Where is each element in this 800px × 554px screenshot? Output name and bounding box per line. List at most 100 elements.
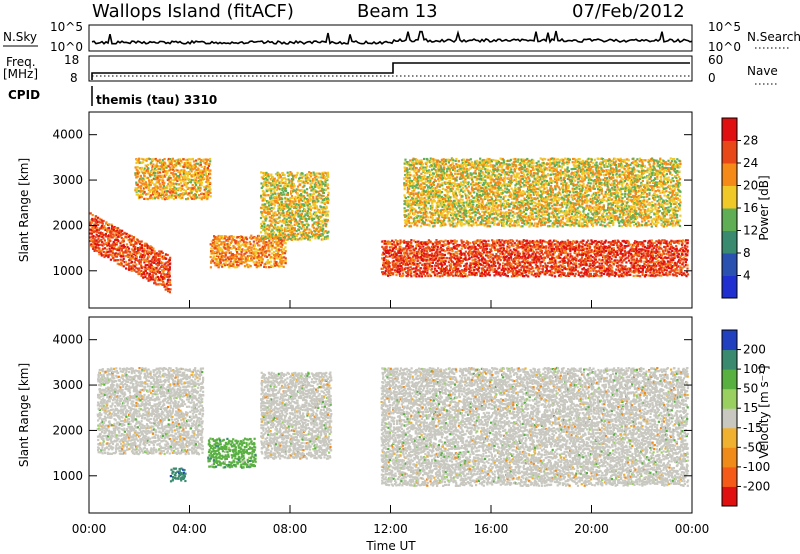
heatmap-cell [114, 230, 117, 233]
heatmap-cell [324, 181, 327, 184]
heatmap-cell [417, 248, 421, 251]
heatmap-cell [267, 174, 270, 177]
heatmap-cell [305, 179, 308, 182]
heatmap-cell [265, 266, 268, 269]
heatmap-cell [193, 171, 197, 174]
heatmap-cell [164, 171, 167, 174]
heatmap-cell [556, 271, 559, 274]
heatmap-cell [196, 196, 199, 199]
heatmap-cell [321, 233, 324, 236]
heatmap-cell [451, 250, 454, 253]
heatmap-cell [392, 260, 395, 263]
heatmap-cell [305, 217, 308, 220]
heatmap-cell [475, 251, 478, 254]
heatmap-cell [149, 194, 153, 197]
heatmap-cell [394, 253, 397, 257]
heatmap-cell [108, 247, 111, 250]
heatmap-cell [581, 242, 585, 245]
heatmap-cell [170, 184, 173, 187]
heatmap-cell [265, 250, 268, 253]
heatmap-cell [270, 241, 273, 244]
heatmap-cell [240, 262, 243, 265]
heatmap-cell [526, 259, 529, 262]
heatmap-cell [241, 243, 244, 246]
heatmap-cell [107, 254, 110, 257]
heatmap-cell [190, 170, 193, 173]
heatmap-cell [253, 257, 256, 260]
heatmap-cell [285, 228, 288, 231]
heatmap-cell [150, 171, 153, 174]
heatmap-cell [140, 269, 143, 272]
heatmap-cell [301, 199, 304, 202]
heatmap-cell [99, 231, 102, 234]
heatmap-cell [388, 255, 391, 258]
heatmap-cell [209, 169, 212, 172]
heatmap-cell [280, 224, 283, 227]
heatmap-cell [107, 242, 111, 245]
heatmap-cell [120, 264, 123, 267]
heatmap-cell [256, 251, 259, 254]
heatmap-cell [381, 253, 384, 256]
heatmap-cell [418, 243, 421, 246]
heatmap-cell [406, 244, 409, 247]
heatmap-cell [384, 240, 387, 243]
heatmap-cell [486, 243, 489, 246]
heatmap-cell [304, 209, 307, 213]
heatmap-cell [309, 194, 312, 198]
heatmap-cell [506, 248, 509, 251]
heatmap-cell [455, 240, 458, 243]
heatmap-cell [163, 175, 166, 178]
heatmap-cell [226, 243, 229, 246]
heatmap-cell [177, 187, 181, 190]
heatmap-cell [198, 169, 201, 172]
heatmap-cell [319, 233, 322, 236]
heatmap-cell [407, 245, 410, 248]
heatmap-cell [194, 173, 198, 176]
heatmap-cell [404, 267, 407, 270]
heatmap-cell [434, 257, 438, 260]
heatmap-cell [183, 188, 186, 192]
heatmap-cell [306, 206, 309, 209]
heatmap-cell [263, 172, 266, 175]
heatmap-cell [91, 214, 94, 217]
heatmap-cell [315, 214, 319, 217]
heatmap-cell [189, 161, 192, 164]
heatmap-cell [151, 268, 154, 271]
heatmap-cell [230, 264, 233, 267]
heatmap-cell [106, 251, 109, 254]
heatmap-cell [217, 246, 221, 249]
heatmap-cell [245, 257, 248, 260]
nsky-trace [91, 29, 693, 45]
heatmap-cell [600, 271, 603, 275]
heatmap-cell [224, 263, 227, 266]
heatmap-cell [89, 223, 92, 226]
heatmap-cell [173, 192, 176, 195]
heatmap-cell [426, 271, 429, 274]
heatmap-cell [166, 281, 169, 284]
heatmap-cell [308, 193, 311, 196]
heatmap-cell [136, 251, 139, 254]
heatmap-cell [197, 185, 200, 189]
heatmap-cell [168, 266, 171, 269]
heatmap-cell [285, 215, 288, 218]
heatmap-cell [151, 276, 154, 279]
heatmap-cell [210, 247, 213, 250]
heatmap-cell [280, 260, 283, 263]
heatmap-cell [487, 239, 490, 242]
heatmap-cell [312, 171, 315, 174]
heatmap-cell [144, 259, 147, 262]
heatmap-cell [283, 173, 286, 177]
heatmap-cell [294, 190, 298, 194]
heatmap-cell [146, 260, 149, 263]
heatmap-cell [98, 247, 101, 250]
heatmap-cell [172, 185, 175, 188]
heatmap-cell [138, 185, 141, 188]
heatmap-cell [244, 265, 247, 268]
heatmap-cell [289, 212, 292, 215]
heatmap-cell [167, 264, 170, 267]
heatmap-cell [101, 241, 104, 244]
heatmap-cell [160, 273, 163, 276]
heatmap-cell [205, 169, 208, 172]
heatmap-cell [174, 190, 177, 193]
heatmap-cell [291, 225, 294, 228]
